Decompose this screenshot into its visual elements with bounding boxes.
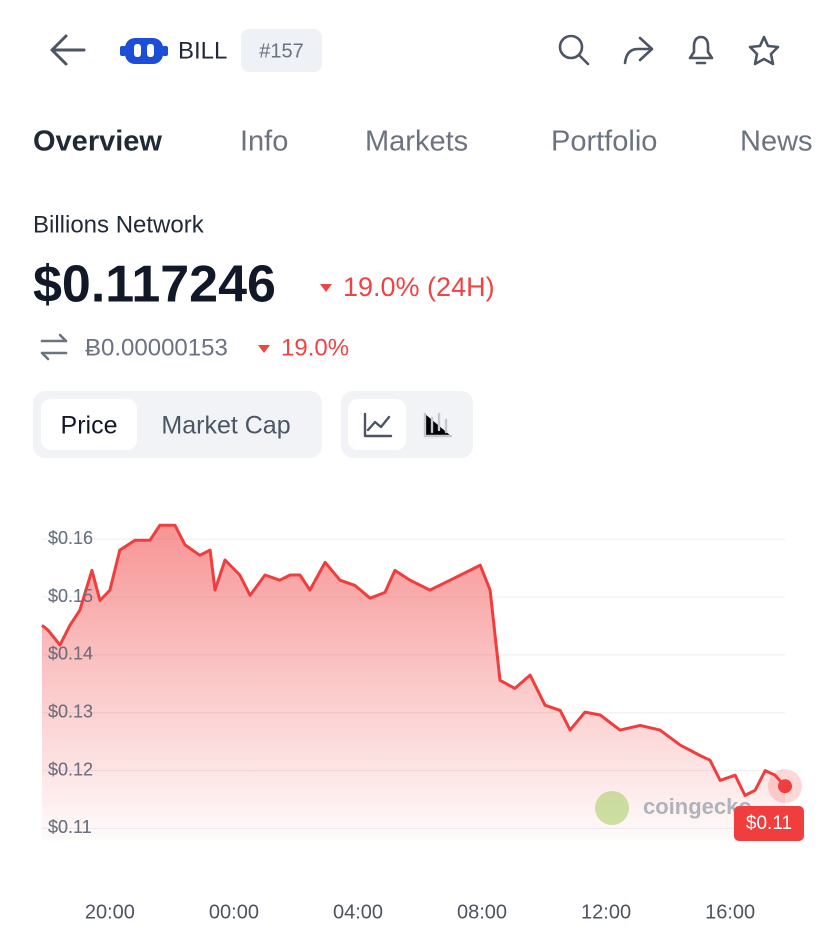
alert-icon[interactable] — [688, 35, 714, 65]
tab[interactable]: Overview — [33, 126, 162, 158]
line-chart-icon — [363, 412, 393, 438]
tab[interactable]: News — [740, 126, 813, 158]
toggle-option[interactable]: Market Cap — [161, 412, 290, 440]
price-change: 19.0% (24H) — [343, 272, 495, 302]
x-tick-label: 00:00 — [209, 901, 259, 923]
tab[interactable]: Markets — [365, 126, 468, 158]
down-arrow — [320, 284, 332, 292]
candle-chart-button[interactable] — [423, 412, 453, 438]
y-tick-label: $0.13 — [48, 701, 93, 721]
favorite-icon[interactable] — [748, 35, 780, 66]
x-tick-label: 20:00 — [85, 901, 135, 923]
btc-price: Ƀ0.00000153 — [85, 334, 228, 361]
coin-name: Billions Network — [33, 211, 205, 238]
down-arrow — [258, 345, 270, 353]
tab[interactable]: Info — [240, 126, 288, 158]
x-tick-label: 08:00 — [457, 901, 507, 923]
tab[interactable]: Portfolio — [551, 126, 657, 158]
x-tick-label: 16:00 — [705, 901, 755, 923]
swap-icon — [40, 333, 68, 361]
price-badge: $0.11 — [746, 813, 792, 834]
toggle-active[interactable] — [41, 399, 137, 450]
coin-symbol: BILL — [178, 37, 227, 64]
price: $0.117246 — [33, 256, 276, 314]
toggle-option[interactable]: Price — [61, 412, 118, 440]
y-tick-label: $0.14 — [48, 644, 93, 664]
back-button[interactable] — [50, 34, 86, 66]
share-icon[interactable] — [623, 36, 654, 65]
coin-icon — [120, 38, 168, 64]
rank: #157 — [259, 40, 304, 62]
y-tick-label: $0.16 — [48, 528, 93, 548]
y-tick-label: $0.11 — [48, 817, 92, 837]
watermark-logo — [595, 791, 629, 825]
last-point — [778, 779, 792, 794]
y-tick-label: $0.16 — [48, 528, 93, 548]
watermark: coingecko — [643, 794, 752, 819]
x-tick-label: 12:00 — [581, 901, 631, 923]
y-tick-label: $0.15 — [48, 586, 93, 606]
price-line — [41, 523, 787, 797]
rank-badge — [241, 29, 322, 72]
y-tick-label: $0.12 — [48, 759, 93, 779]
search-icon[interactable] — [558, 34, 590, 66]
price-area — [42, 525, 785, 840]
btc-change: 19.0% — [281, 334, 349, 361]
price-badge-bg — [734, 806, 804, 841]
x-tick-label: 04:00 — [333, 901, 383, 923]
